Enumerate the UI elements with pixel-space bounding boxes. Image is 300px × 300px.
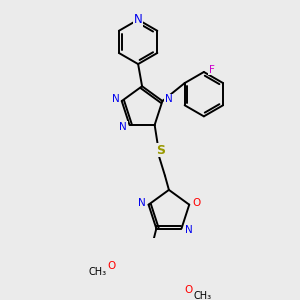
Text: N: N [138, 198, 145, 208]
Text: N: N [165, 94, 172, 104]
Text: O: O [192, 198, 200, 208]
Text: N: N [185, 225, 193, 235]
Text: N: N [112, 94, 119, 104]
Text: N: N [134, 13, 142, 26]
Text: F: F [209, 64, 215, 75]
Text: CH₃: CH₃ [193, 291, 211, 300]
Text: O: O [108, 261, 116, 271]
Text: CH₃: CH₃ [89, 267, 107, 277]
Text: N: N [119, 122, 127, 131]
Text: S: S [156, 144, 165, 157]
Text: O: O [184, 285, 192, 295]
